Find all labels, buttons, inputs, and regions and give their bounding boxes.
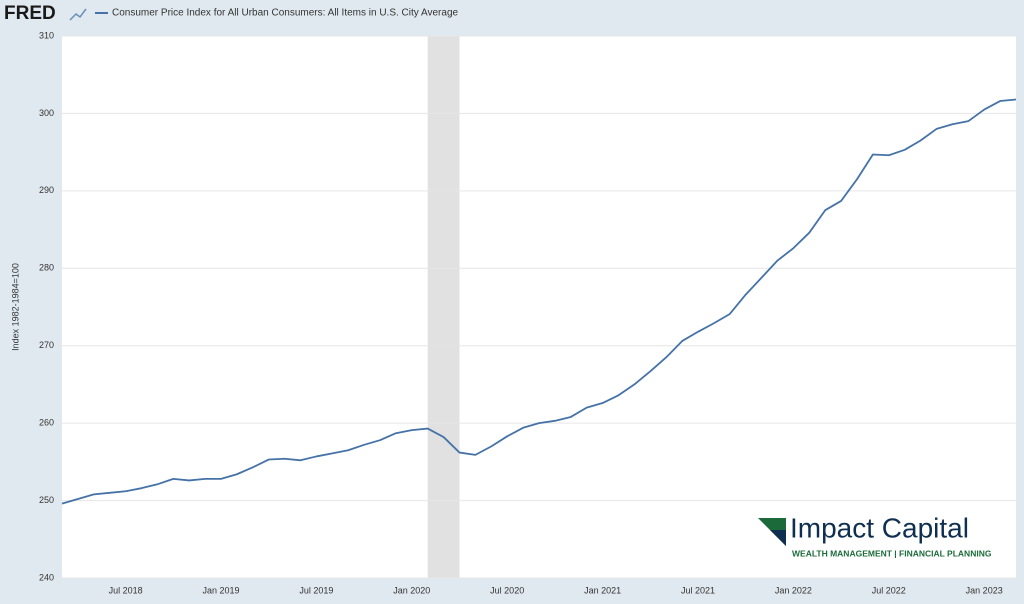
logo-icon [69, 8, 87, 21]
y-tick-label: 240 [39, 572, 54, 582]
x-tick-label: Jul 2021 [681, 585, 715, 595]
y-tick-label: 280 [39, 263, 54, 273]
watermark-icon [770, 530, 786, 546]
x-tick-label: Jul 2019 [299, 585, 333, 595]
y-tick-label: 310 [39, 30, 54, 40]
x-tick-label: Jan 2020 [393, 585, 430, 595]
watermark-subtitle: WEALTH MANAGEMENT | FINANCIAL PLANNING [792, 548, 992, 558]
x-tick-label: Jul 2018 [109, 585, 143, 595]
y-axis-label: Index 1982-1984=100 [10, 263, 20, 351]
plot-area [62, 36, 1016, 578]
x-tick-label: Jul 2020 [490, 585, 524, 595]
legend-label: Consumer Price Index for All Urban Consu… [112, 8, 459, 19]
x-tick-label: Jan 2023 [966, 585, 1003, 595]
watermark-title: Impact Capital [790, 512, 969, 543]
y-tick-label: 260 [39, 418, 54, 428]
y-tick-label: 300 [39, 108, 54, 118]
y-tick-label: 250 [39, 495, 54, 505]
x-tick-label: Jul 2022 [872, 585, 906, 595]
x-tick-label: Jan 2022 [775, 585, 812, 595]
x-tick-label: Jan 2019 [202, 585, 239, 595]
y-tick-label: 270 [39, 340, 54, 350]
logo: FRED [4, 3, 56, 24]
watermark: Impact Capital WEALTH MANAGEMENT | FINAN… [758, 512, 992, 558]
recession-shading [427, 36, 460, 578]
x-tick-label: Jan 2021 [584, 585, 621, 595]
y-tick-label: 290 [39, 185, 54, 195]
data-line [61, 98, 1017, 505]
